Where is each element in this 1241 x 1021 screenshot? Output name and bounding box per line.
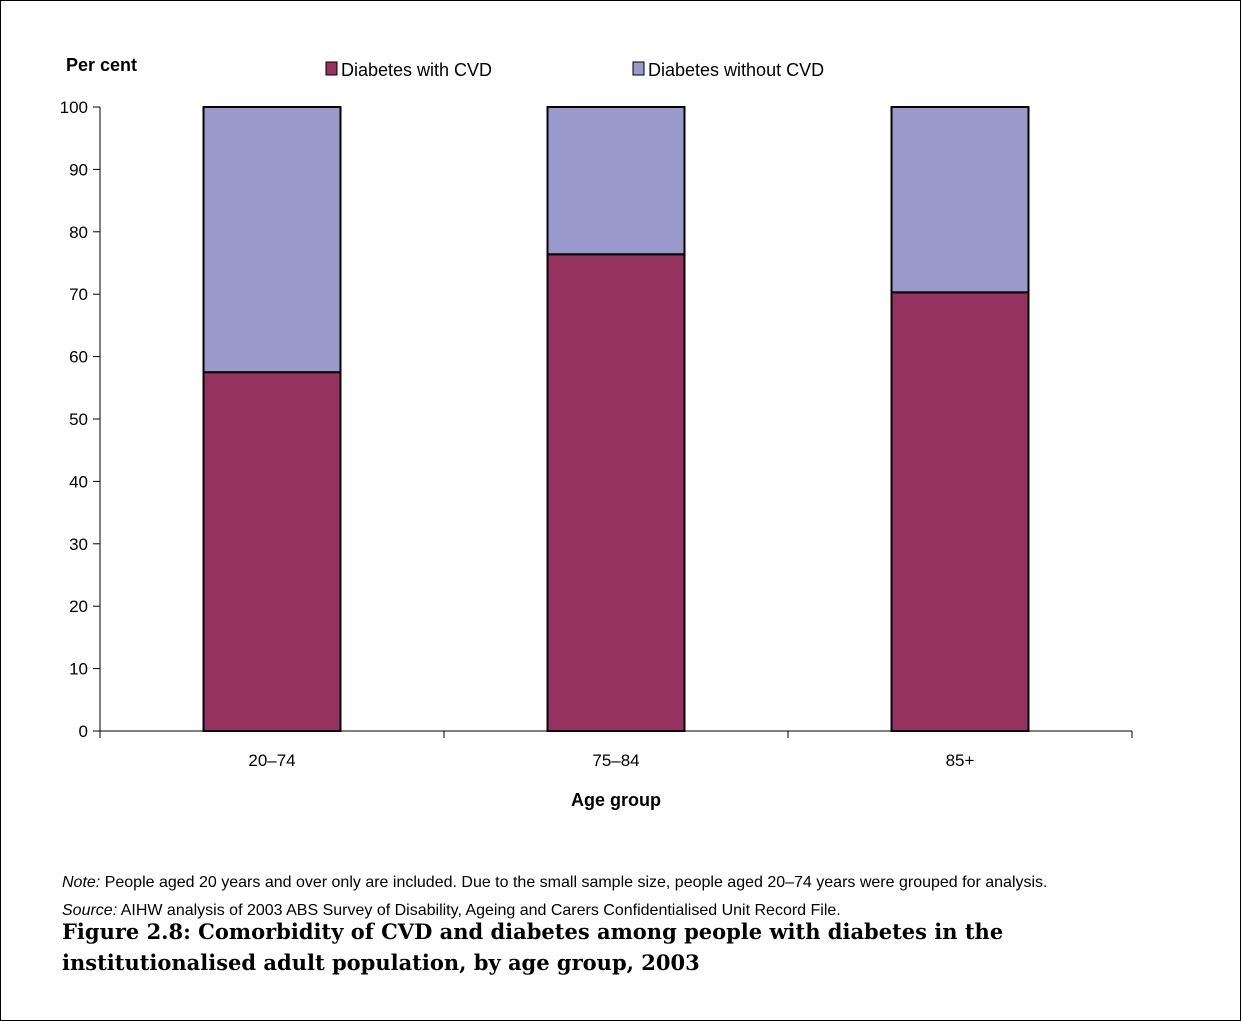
legend-swatch-diabetes-without-cvd [632, 61, 645, 76]
stacked-bar-chart: Per cent Age group Diabetes with CVD Diab… [60, 55, 1133, 810]
y-tick-label: 0 [79, 722, 88, 741]
note-text: People aged 20 years and over only are i… [100, 874, 1048, 891]
bars [202, 106, 1030, 732]
y-tick-label: 10 [69, 660, 88, 679]
x-tick-label: 85+ [946, 751, 975, 770]
y-tick-label: 70 [69, 285, 88, 304]
y-tick-label: 100 [60, 98, 88, 117]
source-label: Source: [62, 902, 118, 919]
source: Source: AIHW analysis of 2003 ABS Survey… [62, 902, 841, 920]
y-tick-label: 20 [69, 597, 88, 616]
y-tick-label: 40 [69, 472, 88, 491]
bar-diabetes-without-cvd-20-74 [202, 106, 342, 374]
note-label: Note: [62, 874, 101, 891]
note: Note: People aged 20 years and over only… [62, 874, 1048, 892]
bar-diabetes-with-cvd-20-74 [202, 371, 342, 732]
bar-diabetes-without-cvd-75-84 [546, 106, 686, 256]
source-text: AIHW analysis of 2003 ABS Survey of Disa… [117, 902, 841, 919]
y-tick-label: 30 [69, 535, 88, 554]
x-tick-label: 20–74 [248, 751, 295, 770]
y-tick-label: 60 [69, 348, 88, 367]
bar-diabetes-with-cvd-75-84 [546, 253, 686, 732]
bar-diabetes-with-cvd-85 [890, 291, 1030, 732]
legend: Diabetes with CVD Diabetes without CVD [325, 60, 824, 80]
bar-diabetes-without-cvd-85 [890, 106, 1030, 294]
x-axis: 20–74 75–84 85+ [99, 730, 1133, 770]
y-tick-label: 90 [69, 160, 88, 179]
y-tick-label: 80 [69, 223, 88, 242]
x-axis-label: Age group [571, 790, 661, 810]
legend-label-diabetes-with-cvd: Diabetes with CVD [341, 60, 492, 80]
y-tick-label: 50 [69, 410, 88, 429]
legend-label-diabetes-without-cvd: Diabetes without CVD [648, 60, 824, 80]
y-axis-label: Per cent [66, 55, 137, 75]
figure-caption: Figure 2.8: Comorbidity of CVD and diabe… [62, 919, 1004, 975]
y-axis: 0 10 20 30 40 50 60 70 80 90 100 [60, 98, 101, 741]
legend-swatch-diabetes-with-cvd [325, 61, 338, 76]
x-tick-label: 75–84 [592, 751, 639, 770]
